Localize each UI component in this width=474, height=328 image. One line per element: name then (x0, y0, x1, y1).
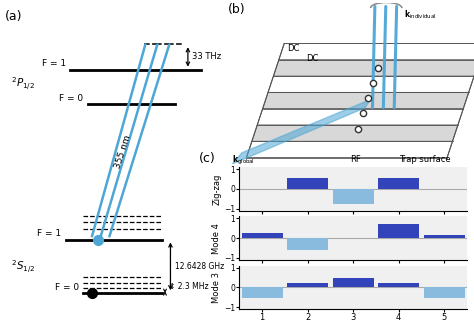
Bar (287, 178, 328, 189)
Polygon shape (232, 100, 370, 164)
Text: ↕ 2.3 MHz: ↕ 2.3 MHz (169, 281, 209, 291)
Polygon shape (252, 125, 458, 141)
Text: F = 1: F = 1 (37, 229, 62, 238)
Polygon shape (246, 141, 453, 157)
Text: F = 0: F = 0 (59, 93, 83, 103)
Text: F = 0: F = 0 (55, 282, 79, 292)
Bar (242, 287, 283, 298)
Text: $^2P_{1/2}$: $^2P_{1/2}$ (11, 75, 35, 92)
Bar (424, 235, 465, 238)
Text: 33 THz: 33 THz (192, 52, 221, 61)
Polygon shape (279, 44, 474, 60)
Polygon shape (257, 109, 463, 125)
Text: $\mathbf{k}_{\mathrm{global}}$: $\mathbf{k}_{\mathrm{global}}$ (232, 154, 255, 167)
Text: (c): (c) (199, 152, 215, 165)
Bar (287, 238, 328, 250)
Text: (b): (b) (228, 3, 245, 16)
Text: (a): (a) (5, 10, 22, 23)
Y-axis label: Mode 3: Mode 3 (212, 272, 221, 303)
Text: 12.6428 GHz: 12.6428 GHz (175, 262, 224, 271)
Text: F = 1: F = 1 (42, 59, 66, 68)
Y-axis label: Zig-zag: Zig-zag (212, 173, 221, 205)
Polygon shape (268, 76, 474, 92)
Bar (378, 178, 419, 189)
Text: 355 nm: 355 nm (114, 133, 133, 169)
Bar (333, 189, 374, 204)
Text: $\mathbf{k}_{\mathrm{individual}}$: $\mathbf{k}_{\mathrm{individual}}$ (404, 9, 437, 21)
Text: RF: RF (350, 155, 361, 164)
Text: DC: DC (287, 45, 299, 53)
Bar (287, 283, 328, 287)
Y-axis label: Mode 4: Mode 4 (212, 223, 221, 254)
Bar (424, 287, 465, 298)
Bar (242, 233, 283, 238)
Bar (378, 283, 419, 287)
Bar (378, 224, 419, 238)
Text: $^2S_{1/2}$: $^2S_{1/2}$ (11, 258, 36, 275)
Bar (333, 278, 374, 287)
Text: DC: DC (306, 54, 319, 63)
Polygon shape (273, 60, 474, 76)
Polygon shape (263, 92, 469, 109)
Text: Trap surface: Trap surface (399, 155, 450, 164)
